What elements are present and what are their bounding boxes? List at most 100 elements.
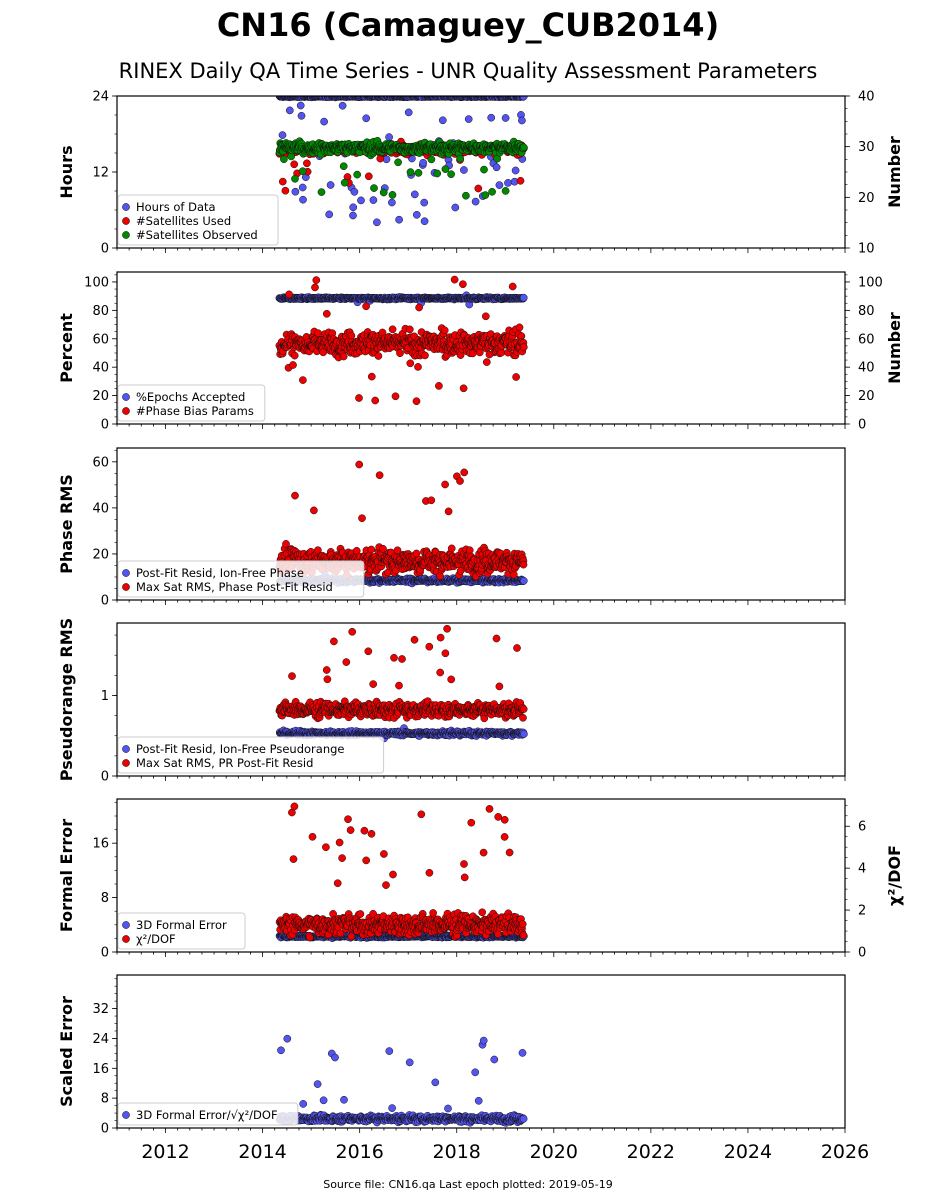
y-tick-label: 20 (92, 389, 109, 404)
point (497, 348, 506, 357)
point (298, 167, 307, 176)
panel-1-points (275, 96, 528, 227)
point (443, 624, 451, 633)
y2-axis-label: Number (885, 136, 904, 208)
point (369, 680, 378, 688)
point (357, 196, 365, 205)
y2-tick-label: 40 (858, 90, 875, 105)
point (441, 480, 449, 489)
point (370, 184, 378, 192)
point (518, 116, 526, 125)
y2-tick-label: 0 (858, 418, 866, 433)
point (362, 302, 370, 311)
y-tick-label: 12 (92, 166, 109, 181)
point (447, 170, 455, 179)
point (330, 637, 338, 646)
point (348, 627, 357, 636)
point (456, 477, 464, 485)
point (395, 681, 403, 690)
point (296, 101, 305, 110)
point (289, 361, 297, 369)
legend-marker (122, 407, 130, 415)
point (501, 114, 510, 122)
point (373, 218, 381, 227)
point (391, 392, 400, 401)
point (451, 203, 460, 212)
point (379, 544, 387, 553)
y2-tick-label: 100 (858, 275, 883, 290)
point (519, 293, 528, 302)
point (314, 329, 322, 338)
y-tick-label: 20 (92, 547, 109, 562)
y2-tick-label: 40 (858, 361, 875, 376)
point (298, 183, 307, 192)
point (349, 211, 357, 220)
y-tick-label: 0 (101, 418, 109, 433)
point (364, 647, 373, 656)
point (420, 217, 429, 226)
point (440, 326, 449, 335)
point (436, 572, 444, 581)
legend: %Epochs Accepted#Phase Bias Params (117, 384, 266, 422)
point (281, 186, 290, 195)
point (364, 172, 373, 181)
point (395, 215, 403, 224)
point (299, 376, 307, 384)
point (367, 545, 376, 554)
y2-tick-label: 60 (858, 332, 875, 347)
point (355, 394, 363, 402)
point (414, 363, 422, 371)
y-tick-label: 100 (84, 275, 109, 290)
point (474, 184, 483, 193)
point (342, 658, 351, 666)
point (396, 349, 404, 358)
point (379, 188, 388, 197)
point (492, 163, 501, 172)
point (460, 166, 468, 174)
point (311, 283, 319, 292)
legend-label: #Satellites Used (136, 214, 231, 228)
point (412, 397, 421, 406)
point (310, 506, 318, 515)
legend-marker (122, 583, 130, 591)
point (339, 352, 348, 361)
legend-box (117, 384, 266, 422)
y2-tick-label: 30 (858, 140, 875, 155)
legend-box (117, 560, 365, 598)
point (459, 280, 467, 289)
point (480, 165, 488, 174)
point (447, 544, 456, 553)
point (519, 560, 528, 569)
legend-box (117, 194, 279, 246)
point (340, 178, 349, 187)
point (471, 197, 480, 206)
y2-tick-label: 20 (858, 389, 875, 404)
point (419, 158, 428, 167)
point (303, 159, 311, 168)
y2-tick-label: 20 (858, 191, 875, 206)
point (495, 682, 504, 691)
point (290, 351, 299, 360)
point (482, 358, 491, 366)
point (465, 546, 474, 555)
point (427, 496, 436, 505)
panel-4-points (275, 624, 528, 743)
figure-title: CN16 (Camaguey_CUB2014) (217, 6, 719, 44)
point (369, 196, 378, 204)
point (511, 166, 520, 175)
point (447, 675, 456, 684)
point (388, 191, 397, 199)
legend-marker (122, 569, 130, 577)
point (406, 359, 415, 368)
legend: Hours of Data#Satellites Used#Satellites… (117, 194, 279, 246)
point (280, 155, 288, 164)
figure-subtitle: RINEX Daily QA Time Series - UNR Quality… (119, 59, 818, 83)
point (420, 198, 429, 207)
point (350, 187, 359, 196)
point (367, 372, 376, 381)
point (278, 177, 287, 186)
point (421, 351, 429, 360)
point (410, 190, 419, 199)
